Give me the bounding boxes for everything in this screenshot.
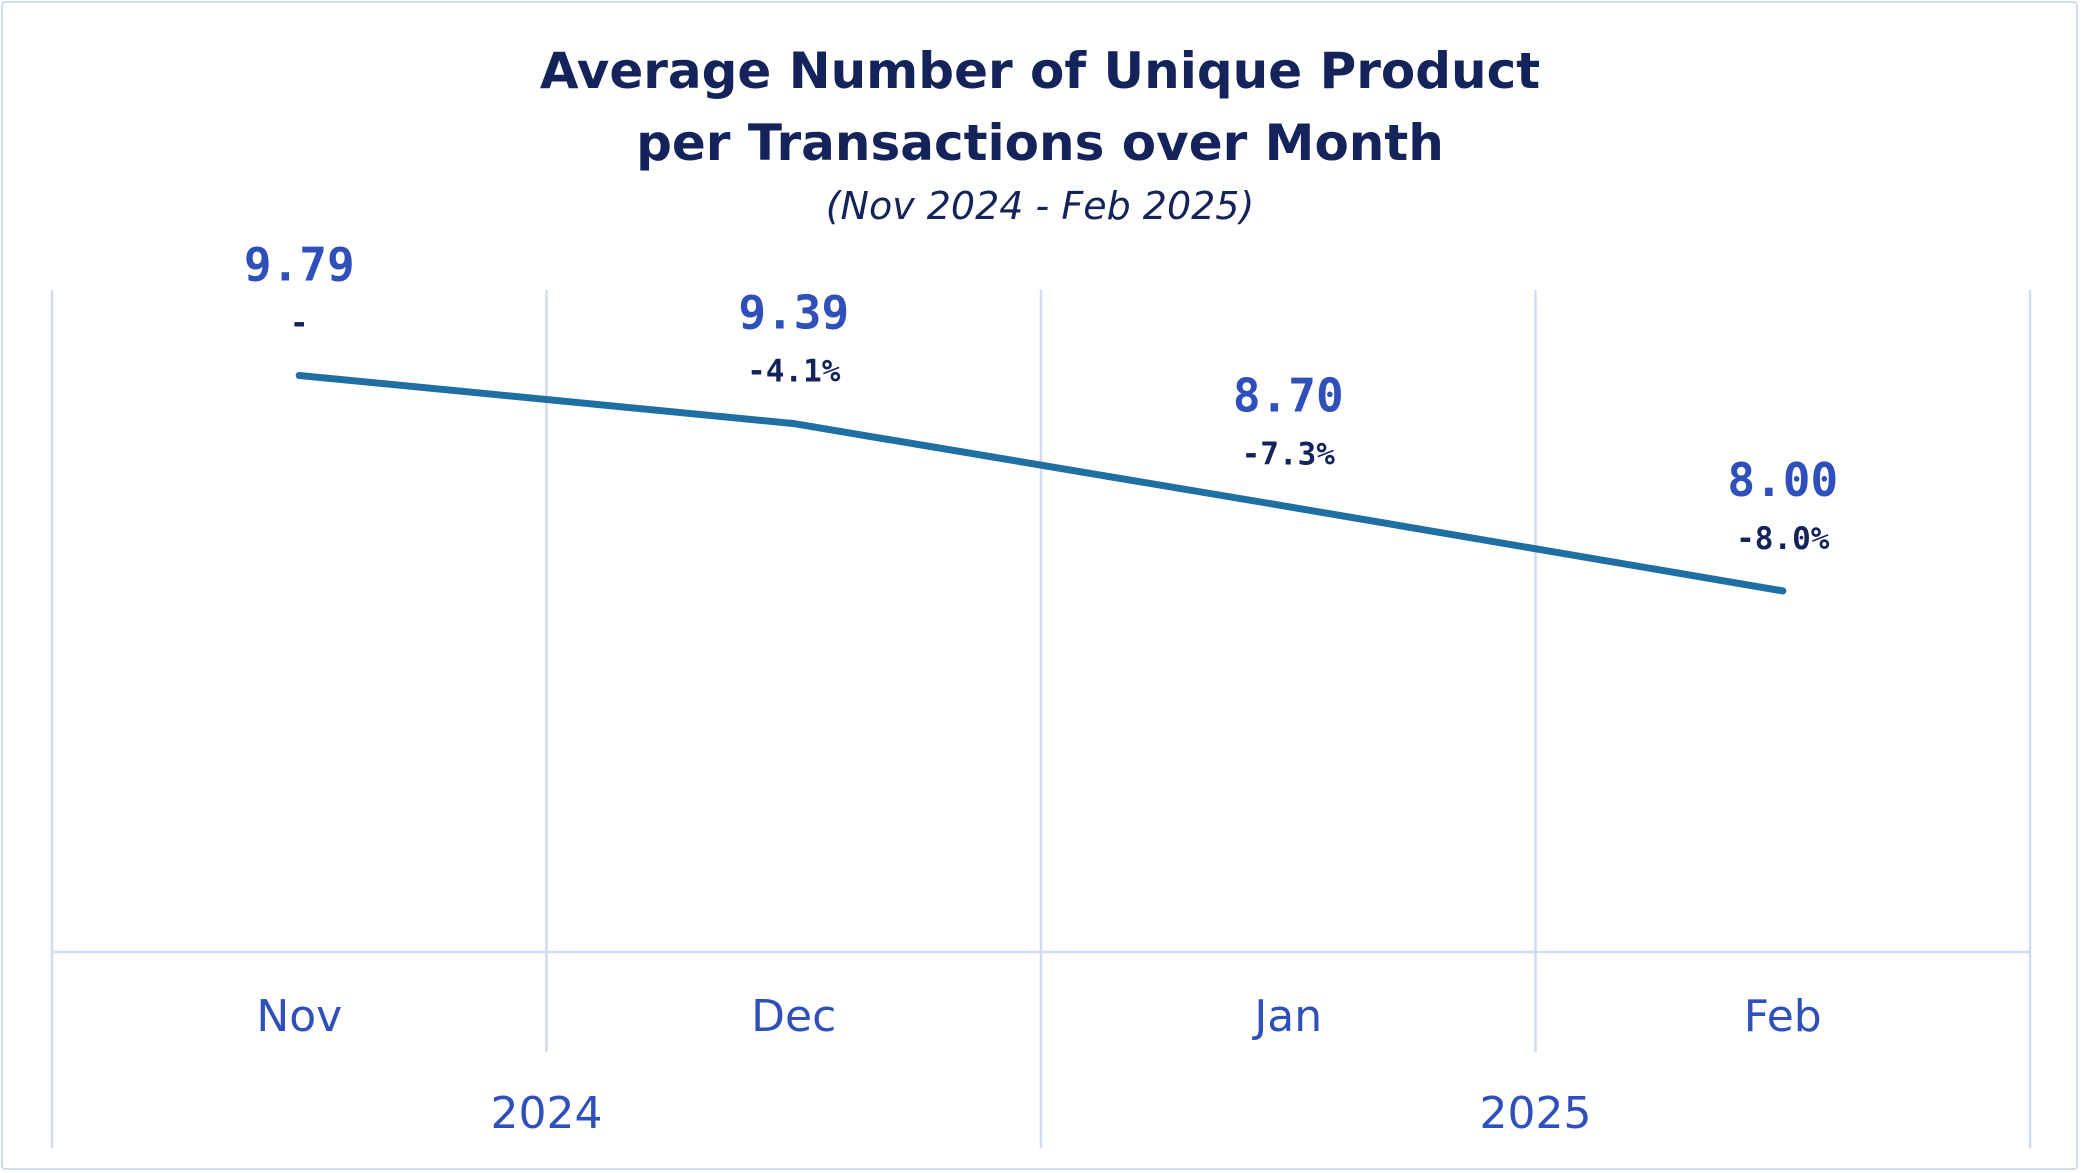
x-tick-label: Feb xyxy=(1744,991,1822,1042)
data-change-label: - xyxy=(290,305,309,341)
data-label-layer: 9.79 - 9.39 -4.1% 8.70 -7.3% 8.00 -8.0% xyxy=(244,237,1838,556)
data-value-label: 9.39 xyxy=(738,286,849,340)
data-change-label: -7.3% xyxy=(1242,437,1336,473)
data-point xyxy=(1284,503,1292,511)
data-point xyxy=(1779,587,1787,595)
x-group-label: 2024 xyxy=(491,1088,603,1139)
data-value-label: 9.79 xyxy=(244,237,355,291)
grid xyxy=(50,290,2032,1148)
x-tick-label: Dec xyxy=(751,991,836,1042)
chart-subtitle: (Nov 2024 - Feb 2025) xyxy=(826,184,1255,228)
chart-title-line-2: per Transactions over Month xyxy=(636,114,1444,172)
data-change-label: -8.0% xyxy=(1736,521,1830,557)
series-line xyxy=(295,371,1787,595)
x-axis: Nov Dec Jan Feb 2024 2025 xyxy=(256,991,1821,1139)
series-line-layer xyxy=(295,371,1787,595)
data-point xyxy=(790,420,798,428)
data-change-label: -4.1% xyxy=(747,354,841,390)
data-value-label: 8.00 xyxy=(1727,453,1838,507)
data-value-label: 8.70 xyxy=(1233,369,1344,423)
x-group-label: 2025 xyxy=(1480,1088,1592,1139)
x-tick-label: Jan xyxy=(1251,991,1322,1042)
data-point xyxy=(295,371,303,379)
x-tick-label: Nov xyxy=(256,991,342,1042)
chart-title-line-1: Average Number of Unique Product xyxy=(540,42,1540,100)
